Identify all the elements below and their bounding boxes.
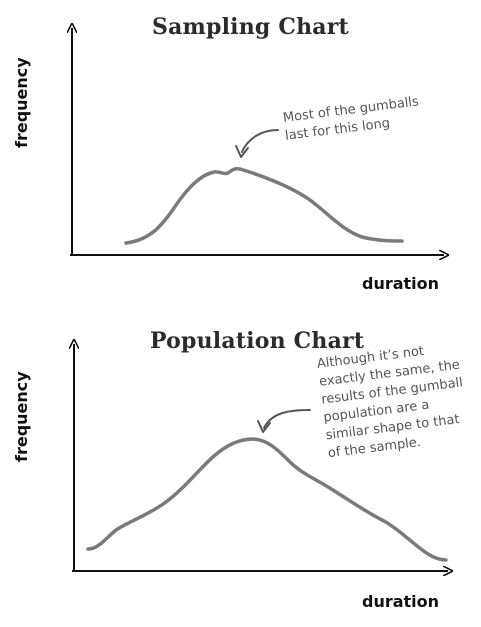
population-chart-title: Population Chart bbox=[150, 328, 365, 354]
sampling-pointer-arrow bbox=[241, 129, 279, 153]
population-pointer-head bbox=[257, 420, 271, 433]
population-curve bbox=[86, 437, 448, 562]
sampling-curve bbox=[124, 167, 404, 245]
sampling-chart-title: Sampling Chart bbox=[152, 14, 349, 40]
sampling-x-axis-label: duration bbox=[362, 274, 440, 293]
sampling-pointer-head bbox=[235, 145, 249, 158]
population-pointer-arrow bbox=[263, 409, 311, 429]
population-x-axis-label: duration bbox=[362, 592, 440, 611]
